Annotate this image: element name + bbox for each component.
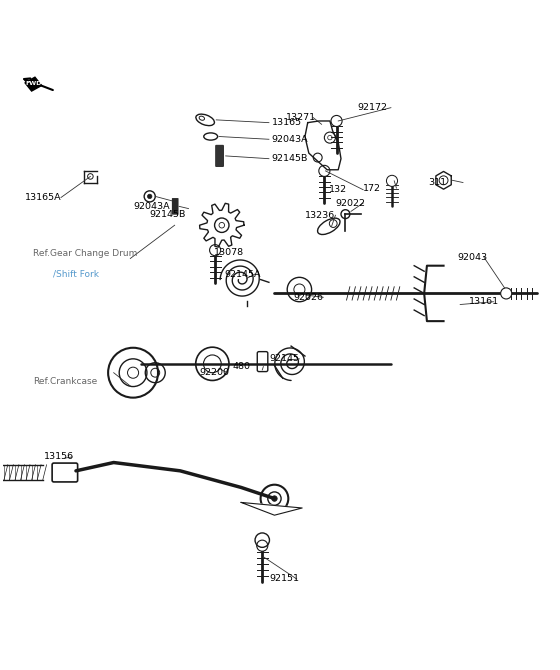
Text: 311: 311 — [428, 178, 447, 187]
Circle shape — [319, 165, 330, 176]
FancyBboxPatch shape — [52, 463, 78, 482]
Text: 92145: 92145 — [269, 354, 299, 363]
Polygon shape — [436, 172, 451, 189]
Polygon shape — [241, 502, 302, 515]
Text: 13165A: 13165A — [25, 193, 62, 202]
Polygon shape — [199, 203, 244, 247]
Text: 13165: 13165 — [272, 118, 302, 127]
Text: Ref.Crankcase: Ref.Crankcase — [33, 377, 97, 386]
Circle shape — [272, 496, 277, 501]
Text: 92026: 92026 — [294, 293, 324, 302]
Text: 13078: 13078 — [213, 249, 244, 257]
Text: 92200: 92200 — [199, 369, 230, 377]
Text: /Shift Fork: /Shift Fork — [53, 269, 99, 279]
FancyBboxPatch shape — [215, 145, 224, 167]
Text: 13236: 13236 — [305, 211, 335, 220]
Text: Ref.Gear Change Drum: Ref.Gear Change Drum — [33, 249, 138, 259]
Text: 92043A: 92043A — [272, 135, 309, 144]
Text: 92022: 92022 — [335, 198, 366, 208]
Circle shape — [331, 115, 342, 127]
Text: 13271: 13271 — [286, 113, 316, 122]
Text: 92043A: 92043A — [133, 202, 170, 211]
Circle shape — [209, 245, 221, 256]
Text: 92145B: 92145B — [150, 210, 186, 218]
Text: 92172: 92172 — [358, 103, 388, 112]
Text: 172: 172 — [363, 184, 381, 192]
Circle shape — [256, 540, 268, 551]
FancyBboxPatch shape — [257, 352, 268, 372]
Circle shape — [147, 194, 152, 198]
Text: 13156: 13156 — [44, 452, 74, 462]
Circle shape — [386, 176, 398, 186]
Text: 132: 132 — [329, 185, 347, 194]
Text: 13161: 13161 — [469, 297, 498, 306]
Text: FWD: FWD — [25, 81, 41, 86]
Text: 92043: 92043 — [458, 253, 488, 262]
Polygon shape — [25, 77, 41, 91]
Polygon shape — [305, 121, 341, 170]
Text: 92151: 92151 — [269, 574, 299, 584]
Text: 92145A: 92145A — [225, 269, 261, 279]
FancyBboxPatch shape — [172, 198, 179, 214]
Circle shape — [501, 288, 512, 299]
Text: 92145B: 92145B — [272, 154, 308, 163]
Text: 480: 480 — [233, 362, 251, 371]
